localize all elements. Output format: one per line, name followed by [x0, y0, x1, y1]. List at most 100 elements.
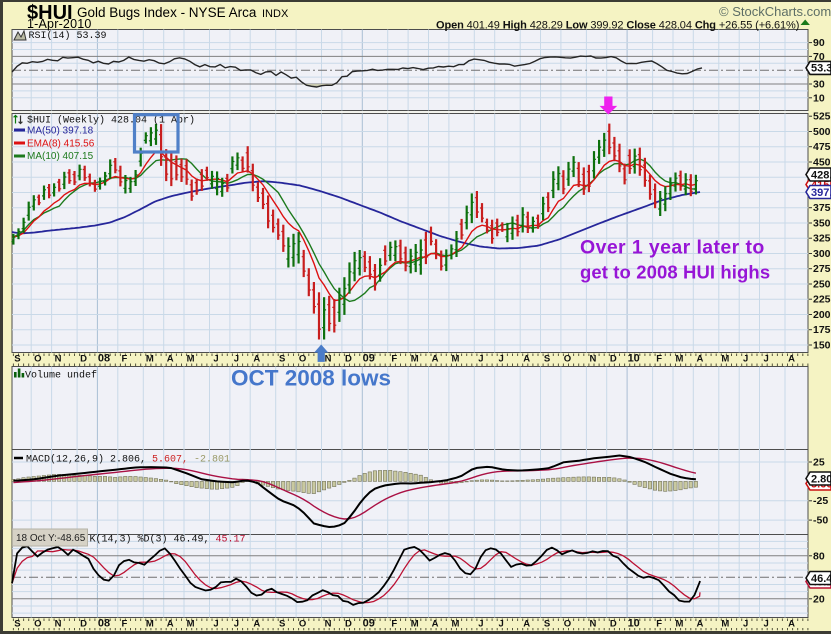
svg-text:D: D	[345, 354, 352, 365]
svg-text:OCT 2008 lows: OCT 2008 lows	[231, 366, 391, 391]
svg-text:MA(10) 407.15: MA(10) 407.15	[27, 151, 94, 162]
svg-text:M: M	[451, 619, 459, 630]
svg-text:O: O	[34, 619, 41, 630]
svg-text:10: 10	[628, 618, 640, 630]
svg-text:N: N	[589, 619, 596, 630]
svg-text:500: 500	[813, 126, 831, 138]
svg-text:M: M	[411, 619, 419, 630]
svg-text:O: O	[34, 354, 41, 365]
svg-text:250: 250	[813, 279, 831, 291]
svg-text:200: 200	[813, 309, 831, 321]
svg-text:S: S	[544, 619, 550, 630]
svg-text:D: D	[345, 619, 352, 630]
svg-text:A: A	[523, 619, 530, 630]
svg-text:Open 401.49 High 428.29 Low 39: Open 401.49 High 428.29 Low 399.92 Close…	[436, 19, 799, 31]
svg-text:53.3: 53.3	[811, 63, 831, 75]
svg-text:275: 275	[813, 263, 831, 275]
svg-text:M: M	[721, 619, 729, 630]
svg-text:A: A	[253, 619, 260, 630]
svg-text:A: A	[788, 354, 795, 365]
svg-text:Over 1 year later to: Over 1 year later to	[580, 237, 765, 259]
svg-text:J: J	[213, 354, 218, 365]
svg-text:F: F	[391, 354, 397, 365]
svg-text:90: 90	[813, 37, 825, 49]
svg-text:08: 08	[98, 618, 110, 630]
svg-text:2.80: 2.80	[811, 473, 831, 485]
svg-text:O: O	[299, 354, 306, 365]
svg-text:M: M	[411, 354, 419, 365]
svg-text:N: N	[589, 354, 596, 365]
svg-text:O: O	[564, 619, 571, 630]
svg-text:30: 30	[813, 79, 825, 91]
svg-text:J: J	[763, 354, 768, 365]
svg-text:10: 10	[628, 353, 640, 365]
svg-text:A: A	[696, 619, 703, 630]
svg-text:$HUI: $HUI	[27, 2, 73, 24]
svg-text:S: S	[544, 354, 550, 365]
svg-text:-50: -50	[813, 515, 828, 527]
svg-text:J: J	[763, 619, 768, 630]
svg-text:150: 150	[813, 340, 831, 352]
svg-text:70: 70	[813, 51, 825, 63]
svg-text:46.4: 46.4	[811, 573, 831, 585]
svg-text:M: M	[451, 354, 459, 365]
svg-text:O: O	[564, 354, 571, 365]
svg-text:A: A	[788, 619, 795, 630]
svg-text:A: A	[167, 354, 174, 365]
svg-text:N: N	[325, 619, 332, 630]
svg-text:INDX: INDX	[262, 8, 289, 20]
svg-text:300: 300	[813, 248, 831, 260]
svg-text:09: 09	[363, 353, 375, 365]
svg-text:MA(50) 397.18: MA(50) 397.18	[27, 126, 94, 137]
svg-text:M: M	[187, 619, 195, 630]
svg-text:Gold Bugs Index - NYSE Arca: Gold Bugs Index - NYSE Arca	[77, 5, 257, 20]
svg-text:M: M	[146, 619, 154, 630]
svg-text:J: J	[234, 619, 239, 630]
svg-text:M: M	[676, 619, 684, 630]
svg-text:S: S	[279, 354, 285, 365]
svg-text:428.: 428.	[811, 169, 831, 181]
svg-text:M: M	[676, 354, 684, 365]
svg-text:S: S	[279, 619, 285, 630]
svg-text:A: A	[523, 354, 530, 365]
svg-text:MACD(12,26,9) 2.806, 5.607, -2: MACD(12,26,9) 2.806, 5.607, -2.801	[26, 454, 230, 466]
svg-text:F: F	[121, 354, 127, 365]
svg-text:N: N	[325, 354, 332, 365]
svg-text:J: J	[478, 619, 483, 630]
svg-text:08: 08	[98, 353, 110, 365]
svg-text:J: J	[213, 619, 218, 630]
svg-text:J: J	[478, 354, 483, 365]
svg-text:80: 80	[813, 550, 825, 562]
svg-text:RSI(14) 53.39: RSI(14) 53.39	[29, 30, 107, 42]
svg-text:D: D	[610, 619, 617, 630]
svg-text:450: 450	[813, 157, 831, 169]
svg-text:get to 2008 HUI highs: get to 2008 HUI highs	[580, 262, 770, 283]
svg-text:M: M	[187, 354, 195, 365]
svg-text:A: A	[253, 354, 260, 365]
svg-text:$HUI (Weekly) 428.04 (1 Apr): $HUI (Weekly) 428.04 (1 Apr)	[27, 115, 195, 127]
svg-text:J: J	[499, 619, 504, 630]
svg-text:18 Oct Y:-48.65: 18 Oct Y:-48.65	[16, 533, 86, 544]
svg-text:1-Apr-2010: 1-Apr-2010	[27, 17, 92, 31]
svg-text:A: A	[432, 354, 439, 365]
svg-text:J: J	[234, 354, 239, 365]
svg-text:M: M	[721, 354, 729, 365]
svg-text:D: D	[610, 354, 617, 365]
svg-text:M: M	[146, 354, 154, 365]
svg-text:20: 20	[813, 593, 825, 605]
svg-text:EMA(8) 415.56: EMA(8) 415.56	[27, 138, 95, 149]
svg-text:O: O	[299, 619, 306, 630]
svg-text:225: 225	[813, 294, 831, 306]
svg-text:N: N	[55, 619, 62, 630]
svg-text:475: 475	[813, 141, 831, 153]
svg-text:J: J	[743, 354, 748, 365]
svg-text:09: 09	[363, 618, 375, 630]
svg-text:375: 375	[813, 202, 831, 214]
svg-text:F: F	[656, 619, 662, 630]
svg-text:Volume undef: Volume undef	[25, 370, 97, 382]
svg-text:A: A	[696, 354, 703, 365]
svg-text:N: N	[55, 354, 62, 365]
svg-text:S: S	[14, 619, 20, 630]
svg-text:10: 10	[813, 92, 825, 104]
svg-text:525: 525	[813, 111, 831, 123]
